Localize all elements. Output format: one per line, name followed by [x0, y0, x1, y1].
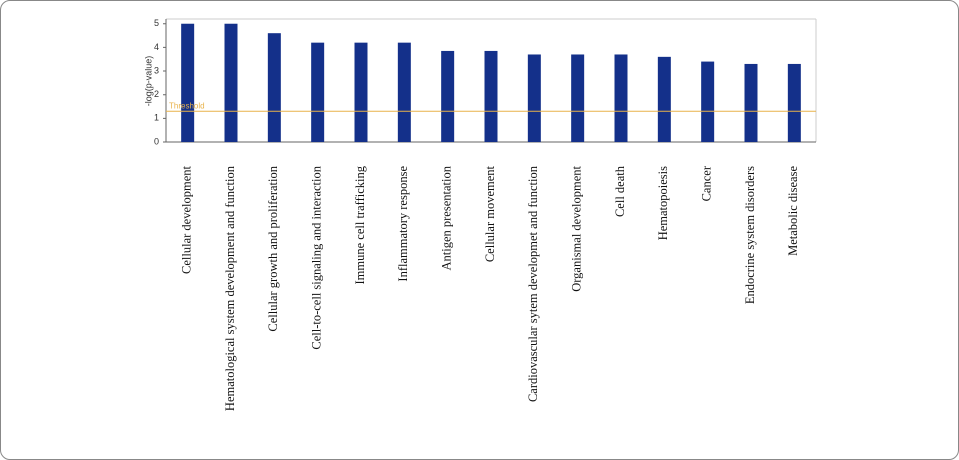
y-tick-label: 1	[154, 113, 159, 123]
x-tick-label: Cell-to-cell signaling and interaction	[310, 165, 324, 349]
x-tick-label: Cellular development	[180, 165, 194, 273]
x-tick-label: Cellular growth and proliferation	[266, 165, 280, 331]
bar	[441, 50, 455, 142]
threshold-label: Threshold	[169, 101, 205, 110]
bar	[397, 42, 411, 142]
bar	[571, 54, 585, 142]
x-tick-label: Endocrine system disorders	[743, 166, 757, 304]
bar	[614, 54, 628, 142]
y-tick-label: 3	[154, 65, 159, 75]
x-tick-label: Inflammatory response	[396, 166, 410, 282]
bar	[527, 54, 541, 142]
bar	[744, 63, 758, 142]
y-tick-label: 4	[154, 42, 159, 52]
x-tick-label: Metabolic disease	[786, 166, 800, 256]
bar	[701, 61, 715, 143]
x-tick-label: Cellular movement	[483, 165, 497, 262]
bar	[354, 42, 368, 142]
bar	[181, 23, 195, 142]
bar	[311, 42, 325, 142]
x-tick-label: Immune cell trafficking	[353, 165, 367, 284]
bar	[224, 23, 238, 142]
bar	[484, 50, 498, 142]
y-axis-label: -log(p-value)	[143, 56, 153, 107]
bar	[787, 63, 801, 142]
bar	[657, 56, 671, 142]
y-tick-label: 2	[154, 89, 159, 99]
y-tick-label: 5	[154, 18, 159, 28]
x-tick-label: Antigen presentation	[440, 165, 454, 270]
bar	[267, 33, 281, 142]
x-tick-label: Cardiovascular sytem developmet and func…	[526, 165, 540, 402]
x-tick-label: Organismal development	[570, 165, 584, 291]
x-tick-label: Hematopoiesis	[656, 166, 670, 240]
x-tick-label: Cell death	[613, 165, 627, 217]
x-tick-label: Hematological system development and fun…	[223, 165, 237, 411]
y-tick-label: 0	[154, 136, 159, 146]
x-tick-label: Cancer	[700, 165, 714, 201]
